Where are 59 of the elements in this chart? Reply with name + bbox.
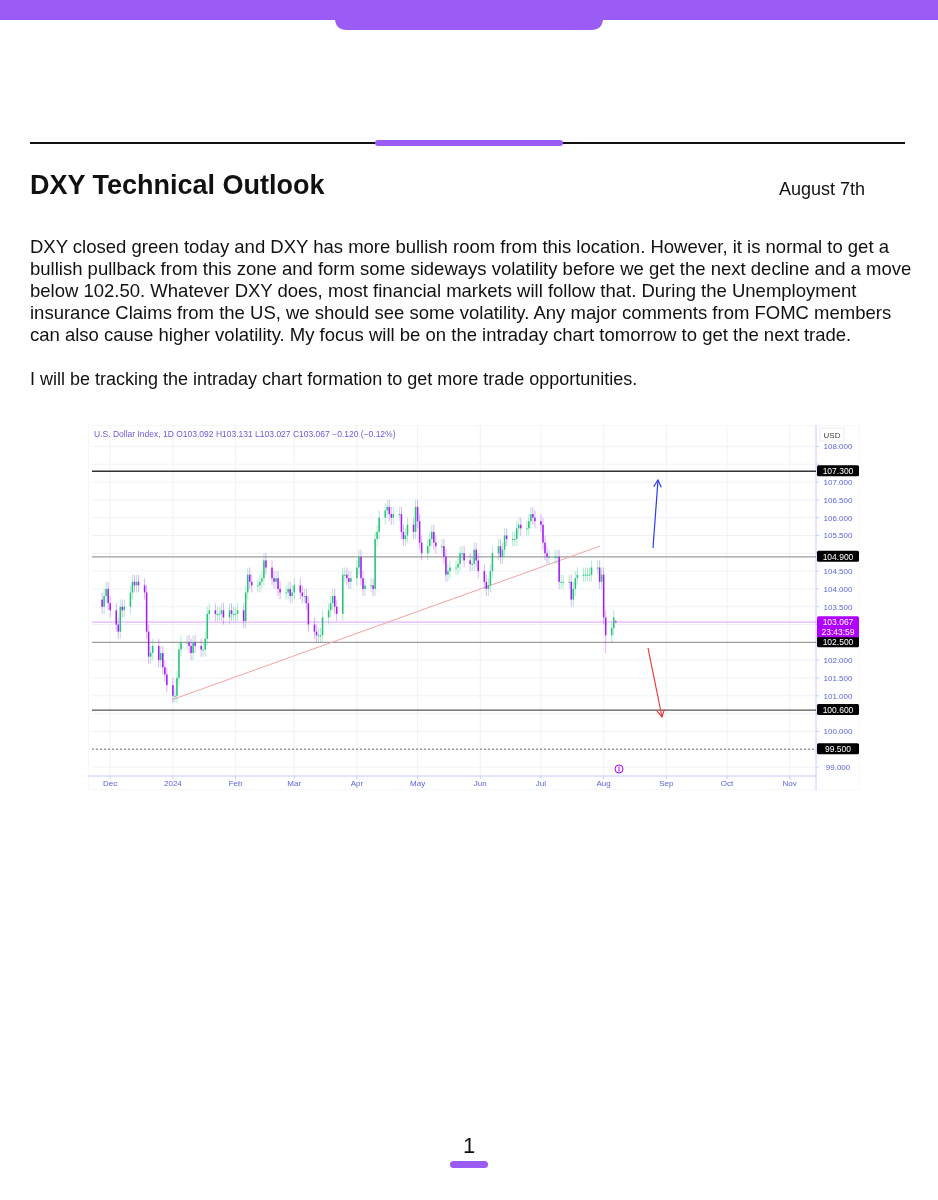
candlestick xyxy=(469,552,471,572)
y-tick-label: 106.000 xyxy=(823,513,854,523)
x-tick-label: 2024 xyxy=(164,779,183,788)
candlestick xyxy=(101,591,103,615)
candlestick xyxy=(265,552,267,576)
x-tick-label: Mar xyxy=(287,779,302,788)
x-tick-label: Oct xyxy=(720,779,735,788)
x-tick-label: Jun xyxy=(473,779,487,788)
x-tick-label: Apr xyxy=(350,779,364,788)
candlestick xyxy=(180,634,182,658)
candlestick xyxy=(615,619,617,625)
y-tick-label: 104.500 xyxy=(823,567,854,577)
chart-subtitle: August 7th xyxy=(778,179,865,200)
y-tick-label: 105.500 xyxy=(823,531,854,541)
y-tick-label: 101.500 xyxy=(823,674,854,684)
candlestick xyxy=(166,666,168,693)
y-tick-label: 103.500 xyxy=(823,602,854,612)
candlestick xyxy=(200,638,202,658)
candlestick xyxy=(542,517,544,551)
candlestick xyxy=(455,559,457,576)
candlestick xyxy=(544,534,546,561)
candlestick xyxy=(435,534,437,554)
x-tick-label: Dec xyxy=(103,779,118,788)
candlestick xyxy=(370,577,372,593)
x-tick-label: Jul xyxy=(535,779,547,788)
candlestick xyxy=(271,559,273,586)
text: I will be tracking the intraday chart formation to get more trade opportunities. xyxy=(30,368,639,390)
text: 1 xyxy=(461,1133,477,1159)
y-tick-label: 100.000 xyxy=(823,727,854,737)
candlestick xyxy=(449,559,451,579)
candlestick xyxy=(610,620,613,643)
x-tick-label: Nov xyxy=(782,779,797,788)
y-tick-label: 99.000 xyxy=(825,763,851,773)
ref-line-label: 103.067 23:43:59 xyxy=(821,617,855,638)
ref-line-label: 102.500 xyxy=(822,637,854,648)
y-tick-label: 107.000 xyxy=(823,478,854,488)
candlestick xyxy=(362,570,364,597)
ref-line-label: 104.900 xyxy=(822,551,854,562)
ref-line-label: 99.500 xyxy=(825,744,852,755)
x-tick-label: Aug xyxy=(596,779,611,788)
ref-line-label: 107.300 xyxy=(822,466,854,477)
ref-line-label: 100.600 xyxy=(822,705,854,716)
chart-title: DXY Technical Outlook xyxy=(30,170,325,201)
y-tick-label: 102.000 xyxy=(823,656,854,666)
y-tick-label: 101.000 xyxy=(823,691,854,701)
y-tick-label: 106.500 xyxy=(823,495,854,505)
x-tick-label: Feb xyxy=(228,779,244,788)
y-tick-label: 108.000 xyxy=(823,442,854,452)
candlestick xyxy=(364,577,366,597)
candlestick xyxy=(186,634,188,650)
text: DXY closed green today and DXY has more bullish room from this location. However, it is normal to get a bullish pullback from this zone and form some sideways volatility before we get the next decline and a move below 102.50. Whatever DXY does, most financial markets will follow that. During the Unemployment insurance Claims from the US, we should see some volatility. Any major comments from FOMC members can also cause higher volatility. My focus will be on the intraday chart tomorrow to get the next trade. xyxy=(30,236,913,346)
x-tick-label: May xyxy=(410,779,426,788)
y-axis-title: USD xyxy=(823,430,841,440)
y-tick-label: 104.000 xyxy=(823,584,854,594)
candlestick xyxy=(285,584,287,601)
x-tick-label: Sep xyxy=(659,779,675,788)
candlestick xyxy=(534,510,536,529)
candlestick xyxy=(251,574,253,593)
annotation: U.S. Dollar Index, 1D O103.092 H103.131 L103.027 C103.067 −0.120 (−0.12%) xyxy=(94,429,396,439)
